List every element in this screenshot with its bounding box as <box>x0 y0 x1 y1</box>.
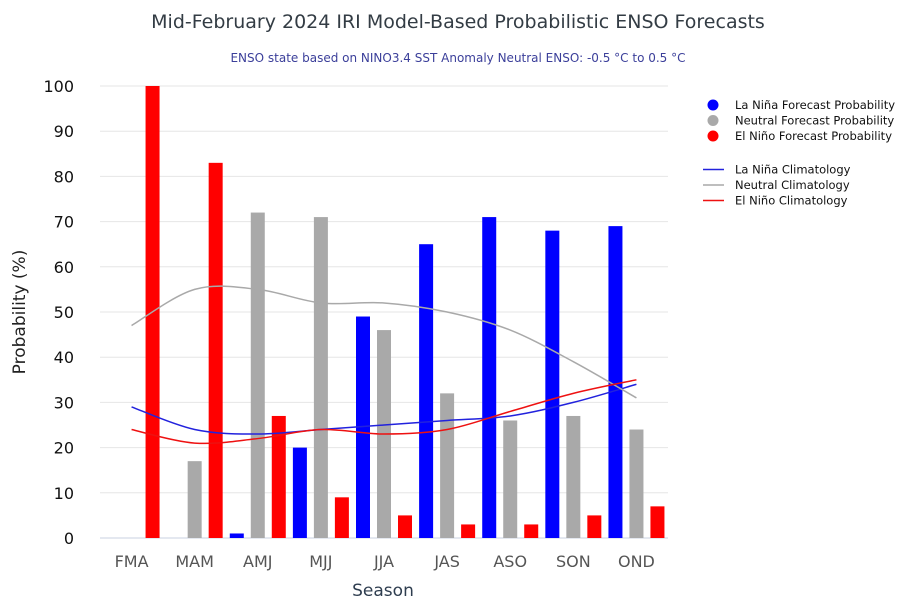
y-tick-label: 20 <box>54 439 74 458</box>
bar <box>208 162 223 538</box>
legend-label: La Niña Climatology <box>735 163 851 177</box>
x-tick-label: AMJ <box>243 552 272 571</box>
bar <box>271 415 286 538</box>
bar <box>566 415 581 538</box>
bar <box>524 524 539 538</box>
y-tick-label: 50 <box>54 303 74 322</box>
x-tick-label: MAM <box>175 552 214 571</box>
legend-marker <box>707 115 719 126</box>
legend-marker <box>707 99 719 111</box>
bar <box>650 506 665 538</box>
bar <box>356 316 370 538</box>
bar <box>629 429 644 538</box>
legend-label: Neutral Climatology <box>735 178 850 192</box>
y-tick-label: 30 <box>54 393 74 412</box>
y-axis-label: Probability (%) <box>10 250 30 375</box>
x-tick-label: MJJ <box>309 552 332 571</box>
legend-label: La Niña Forecast Probability <box>735 98 895 112</box>
bar <box>187 461 202 538</box>
climatology-line <box>131 285 637 399</box>
lines-layer <box>131 285 637 445</box>
y-tick-label: 60 <box>54 258 74 277</box>
legend: La Niña Forecast Probability Neutral Fore… <box>703 98 895 208</box>
bar <box>503 420 518 538</box>
chart-subtitle: ENSO state based on NINO3.4 SST Anomaly … <box>230 51 685 65</box>
bar <box>292 447 307 538</box>
x-tick-label: JJA <box>373 552 394 571</box>
x-tick-label: OND <box>618 552 655 571</box>
y-tick-label: 40 <box>54 348 74 367</box>
bar <box>545 230 560 538</box>
x-tick-label: ASO <box>493 552 527 571</box>
chart-title: Mid-February 2024 IRI Model-Based Probab… <box>151 11 765 33</box>
bar <box>608 226 623 538</box>
legend-label: Neutral Forecast Probability <box>735 114 894 128</box>
y-tick-labels: 0 10 20 30 40 50 60 70 80 90 100 <box>43 77 74 548</box>
bar <box>482 217 497 538</box>
bar <box>334 497 349 538</box>
bar <box>461 524 476 538</box>
climatology-line <box>131 383 637 435</box>
x-tick-labels: FMA MAM AMJ MJJ JJA JAS ASO SON OND <box>115 552 655 571</box>
x-tick-label: JAS <box>433 552 460 571</box>
y-tick-label: 10 <box>54 484 74 503</box>
y-tick-label: 80 <box>54 167 74 186</box>
x-tick-label: FMA <box>115 552 149 571</box>
bar <box>398 515 412 538</box>
bar <box>229 533 244 538</box>
bar <box>440 393 455 538</box>
legend-marker <box>707 130 719 142</box>
legend-label: El Niño Forecast Probability <box>735 129 892 143</box>
bar <box>313 217 328 538</box>
bar <box>419 244 434 538</box>
bar <box>587 515 602 538</box>
y-tick-label: 100 <box>43 77 74 96</box>
bars-layer <box>145 86 665 538</box>
x-axis-label: Season <box>352 581 414 597</box>
x-tick-label: SON <box>556 552 591 571</box>
y-tick-label: 90 <box>54 122 74 141</box>
climatology-line <box>131 379 637 445</box>
y-tick-label: 70 <box>54 213 74 232</box>
y-tick-label: 0 <box>64 529 74 548</box>
bar <box>250 212 265 538</box>
legend-label: El Niño Climatology <box>735 194 848 208</box>
